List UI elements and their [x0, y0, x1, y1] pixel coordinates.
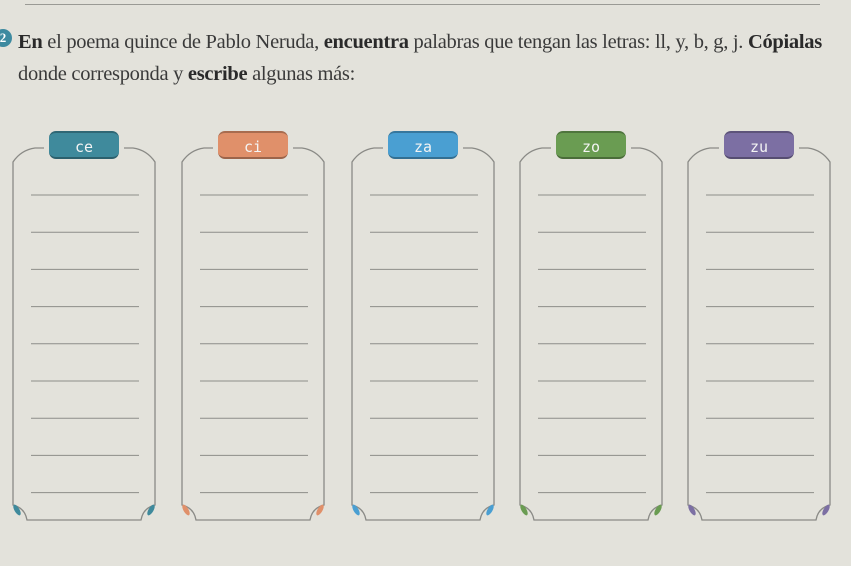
column-label-zu: zu — [724, 131, 794, 159]
instr-text: donde corresponda y — [18, 63, 188, 85]
exercise-number: 2 — [0, 29, 12, 47]
column-frame — [687, 147, 831, 521]
column-frame — [351, 147, 495, 521]
corner-ornament — [654, 504, 662, 516]
top-border — [25, 4, 820, 5]
corner-ornament — [182, 504, 190, 516]
corner-ornament — [688, 504, 696, 516]
column-frame — [12, 147, 156, 521]
column-frame — [181, 147, 325, 521]
instr-text: algunas más: — [247, 63, 355, 85]
column-label-ci: ci — [218, 131, 288, 159]
instr-text: el poema quince de Pablo Neruda, — [42, 31, 324, 53]
corner-ornament — [147, 504, 155, 516]
column-label-zo: zo — [556, 131, 626, 159]
corner-ornament — [316, 504, 324, 516]
corner-ornament — [486, 504, 494, 516]
instr-bold: encuentra — [323, 31, 409, 53]
instr-bold: escribe — [187, 63, 248, 85]
corner-ornament — [822, 504, 830, 516]
instr-bold: En — [18, 31, 43, 53]
corner-ornament — [352, 504, 360, 516]
corner-ornament — [520, 504, 528, 516]
instr-text: palabras que tengan las letras: ll, y, b… — [408, 31, 748, 53]
instruction-text: En el poema quince de Pablo Neruda, encu… — [18, 26, 848, 90]
column-label-za: za — [388, 131, 458, 159]
corner-ornament — [13, 504, 21, 516]
column-label-ce: ce — [49, 131, 119, 159]
column-frame — [519, 147, 663, 521]
instr-bold: Cópialas — [747, 31, 822, 53]
